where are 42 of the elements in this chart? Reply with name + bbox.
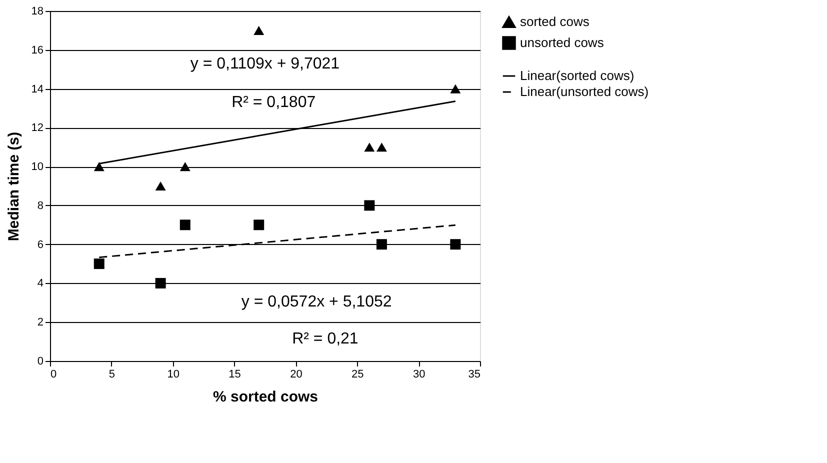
annotation: R² = 0,1807 xyxy=(232,94,316,111)
legend-label: sorted cows xyxy=(520,14,590,29)
legend-label: unsorted cows xyxy=(520,35,604,50)
y-tick-label: 12 xyxy=(31,122,44,134)
point xyxy=(254,26,264,35)
y-tick-label: 16 xyxy=(31,44,44,56)
x-tick-label: 15 xyxy=(228,368,241,380)
point xyxy=(450,84,461,94)
y-tick-label: 10 xyxy=(31,161,44,174)
point xyxy=(364,142,375,152)
point xyxy=(155,278,166,288)
annotation: R² = 0,21 xyxy=(292,330,358,348)
point xyxy=(364,200,375,211)
y-tick-label: 18 xyxy=(31,6,44,18)
annotation: y = 0,0572x + 5,1052 xyxy=(241,294,392,310)
y-axis-title: Median time (s) xyxy=(5,132,22,242)
legend-label: Linear(unsorted cows) xyxy=(520,84,649,99)
x-tick-label: 35 xyxy=(468,368,480,380)
y-tick-label: 4 xyxy=(37,278,44,290)
y-tick-label: 6 xyxy=(37,238,44,251)
x-tick-label: 30 xyxy=(412,368,426,380)
point xyxy=(254,220,264,230)
x-tick-label: 10 xyxy=(167,368,180,380)
x-tick-label: 25 xyxy=(352,368,364,380)
x-axis-title: % sorted cows xyxy=(212,388,318,406)
annotation: y = 0,1109x + 9,7021 xyxy=(190,56,340,72)
x-tick-label: 20 xyxy=(290,368,302,380)
point xyxy=(180,220,190,230)
y-tick-label: 8 xyxy=(37,200,44,212)
legend-label: Linear(sorted cows) xyxy=(520,68,634,83)
y-tick-label: 2 xyxy=(37,316,44,329)
y-tick-label: 14 xyxy=(31,83,44,96)
x-tick-label: 0 xyxy=(50,368,57,380)
y-tick-label: 0 xyxy=(37,356,44,368)
point xyxy=(450,239,461,250)
x-tick-label: 5 xyxy=(108,368,115,380)
point xyxy=(376,239,387,250)
point xyxy=(94,258,104,270)
point xyxy=(376,142,387,152)
point xyxy=(180,162,190,172)
point xyxy=(94,162,104,172)
point xyxy=(155,181,166,191)
